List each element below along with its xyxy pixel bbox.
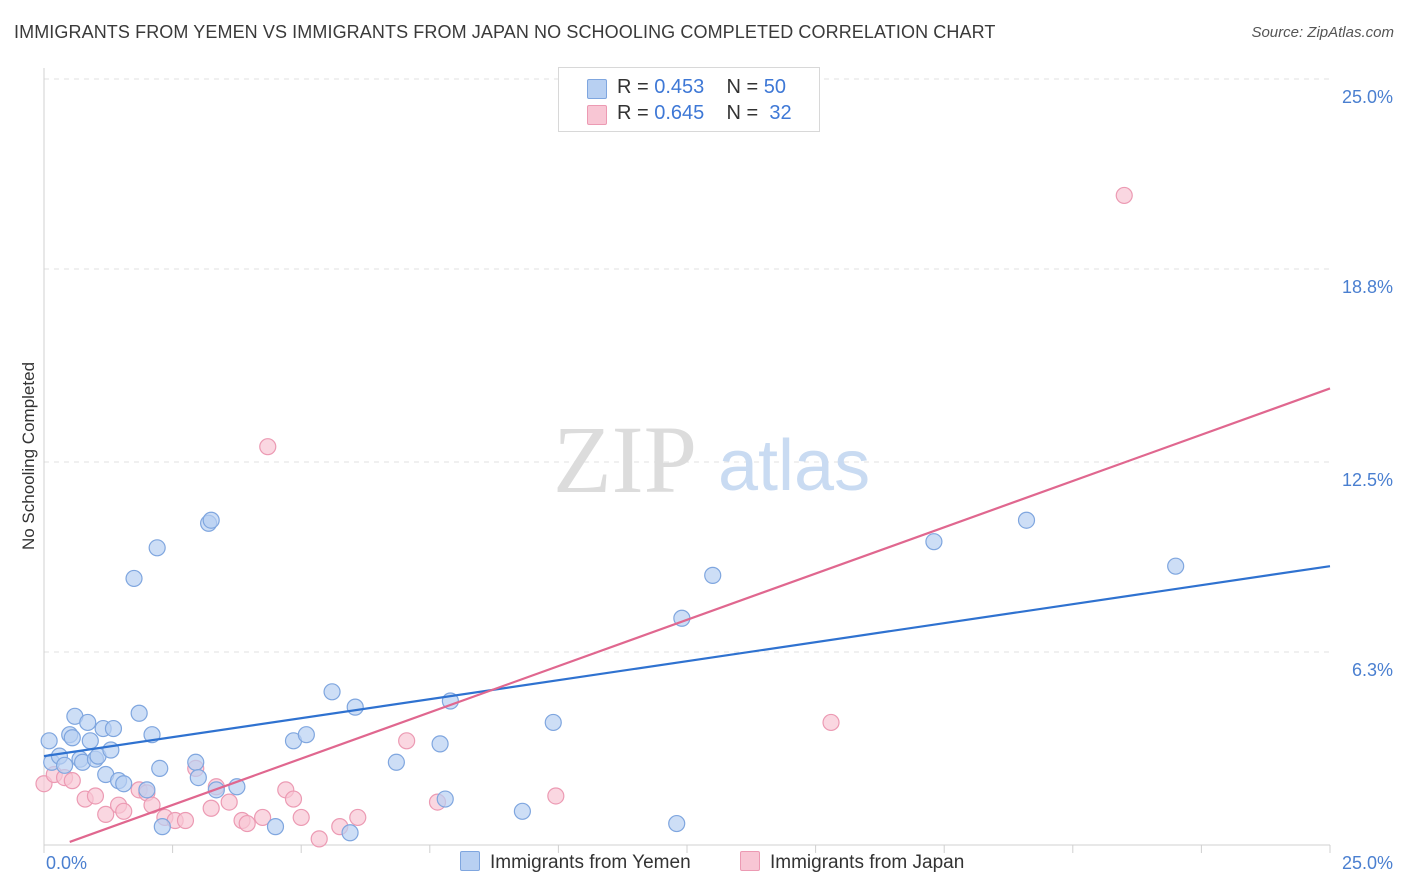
yemen-point-47[interactable] bbox=[925, 533, 943, 551]
y-tick-label-2: 18.8% bbox=[1342, 277, 1393, 297]
legend-yemen-n-label: N = bbox=[726, 76, 759, 98]
gridlines bbox=[44, 78, 1330, 653]
axes bbox=[43, 68, 1331, 853]
yemen-point-21[interactable] bbox=[138, 781, 156, 799]
yemen-point-38[interactable] bbox=[387, 753, 405, 771]
watermark: ZIP atlas bbox=[553, 406, 870, 513]
bottom-legend-japan[interactable]: Immigrants from Japan bbox=[740, 851, 964, 874]
yemen-point-40[interactable] bbox=[436, 790, 454, 808]
legend-japan-n-label: N = bbox=[726, 102, 759, 124]
yemen-point-48[interactable] bbox=[1017, 511, 1036, 529]
japan-point-16[interactable] bbox=[202, 799, 220, 817]
japan-point-26[interactable] bbox=[310, 830, 328, 848]
bottom-legend-yemen[interactable]: Immigrants from Yemen bbox=[460, 851, 691, 874]
japan-point-29[interactable] bbox=[398, 732, 416, 750]
japan-point-14[interactable] bbox=[176, 811, 195, 830]
yemen-point-5[interactable] bbox=[63, 729, 81, 747]
bottom-legend-swatch-yemen bbox=[460, 851, 480, 871]
japan-point-18[interactable] bbox=[220, 793, 238, 811]
yemen-point-32[interactable] bbox=[266, 818, 285, 836]
japan-point-22[interactable] bbox=[259, 438, 277, 456]
legend-japan-r-label: R = bbox=[617, 102, 649, 124]
yemen-point-10[interactable] bbox=[81, 732, 99, 750]
yemen-point-37[interactable] bbox=[346, 698, 364, 716]
yemen-point-43[interactable] bbox=[544, 713, 562, 732]
legend-yemen-r-value: 0.453 bbox=[654, 76, 705, 98]
legend-yemen-r-label: R = bbox=[617, 76, 649, 98]
japan-point-8[interactable] bbox=[115, 802, 133, 820]
japan-point-21[interactable] bbox=[254, 808, 272, 827]
japan-points bbox=[35, 186, 1133, 848]
legend: R = 0.453 N = 50 R = 0.645 N = 32 bbox=[558, 67, 820, 132]
source-label[interactable]: Source: ZipAtlas.com bbox=[1251, 24, 1394, 41]
yemen-point-39[interactable] bbox=[431, 735, 449, 753]
yemen-point-26[interactable] bbox=[187, 753, 205, 771]
y-axis-label: No Schooling Completed bbox=[19, 362, 38, 550]
legend-yemen-n-value: 50 bbox=[763, 76, 787, 98]
yemen-point-9[interactable] bbox=[79, 713, 97, 732]
yemen-point-25[interactable] bbox=[153, 818, 171, 836]
yemen-point-0[interactable] bbox=[40, 732, 58, 750]
yemen-point-23[interactable] bbox=[148, 539, 166, 557]
yemen-point-27[interactable] bbox=[189, 768, 207, 787]
bottom-legend-yemen-label: Immigrants from Yemen bbox=[490, 852, 691, 873]
japan-trend-line bbox=[69, 387, 1331, 843]
japan-point-6[interactable] bbox=[97, 805, 115, 823]
japan-point-32[interactable] bbox=[822, 713, 840, 732]
yemen-points bbox=[40, 511, 1185, 842]
japan-point-24[interactable] bbox=[284, 790, 303, 808]
yemen-trend-line bbox=[43, 565, 1331, 758]
yemen-point-46[interactable] bbox=[704, 566, 722, 584]
yemen-point-16[interactable] bbox=[104, 719, 123, 738]
y-tick-labels: 6.3% 12.5% 18.8% 25.0% bbox=[1342, 87, 1393, 680]
japan-point-33[interactable] bbox=[1115, 186, 1133, 205]
yemen-point-29[interactable] bbox=[202, 511, 220, 529]
y-tick-label-3: 25.0% bbox=[1342, 87, 1393, 107]
bottom-legend-japan-label: Immigrants from Japan bbox=[770, 852, 965, 873]
japan-point-20[interactable] bbox=[238, 814, 256, 833]
yemen-point-49[interactable] bbox=[1167, 557, 1185, 575]
bottom-legend-swatch-japan bbox=[740, 851, 760, 871]
yemen-point-36[interactable] bbox=[341, 824, 359, 842]
chart-title: IMMIGRANTS FROM YEMEN VS IMMIGRANTS FROM… bbox=[14, 22, 996, 42]
yemen-point-42[interactable] bbox=[513, 802, 531, 820]
yemen-point-3[interactable] bbox=[55, 756, 74, 774]
x-tick-label-max: 25.0% bbox=[1342, 853, 1393, 873]
japan-point-31[interactable] bbox=[547, 787, 565, 805]
yemen-point-24[interactable] bbox=[151, 759, 169, 778]
yemen-point-19[interactable] bbox=[125, 569, 143, 588]
japan-point-3[interactable] bbox=[63, 772, 81, 790]
legend-swatch-yemen bbox=[587, 79, 607, 99]
yemen-point-34[interactable] bbox=[297, 726, 315, 744]
yemen-point-35[interactable] bbox=[323, 683, 341, 701]
y-tick-label-0: 6.3% bbox=[1352, 660, 1393, 680]
trend-lines bbox=[43, 387, 1331, 843]
watermark-atlas: atlas bbox=[718, 426, 870, 506]
yemen-point-20[interactable] bbox=[130, 704, 148, 722]
legend-swatch-japan bbox=[587, 105, 607, 125]
watermark-zip: ZIP bbox=[553, 406, 697, 513]
yemen-point-18[interactable] bbox=[115, 775, 133, 793]
japan-point-25[interactable] bbox=[292, 808, 310, 827]
legend-japan-r-value: 0.645 bbox=[654, 102, 705, 124]
legend-japan-n-value: 32 bbox=[769, 102, 792, 124]
yemen-point-44[interactable] bbox=[668, 814, 686, 833]
japan-point-28[interactable] bbox=[349, 808, 367, 827]
x-tick-labels: 0.0% 25.0% bbox=[46, 853, 1393, 873]
x-tick-label-min: 0.0% bbox=[46, 853, 87, 873]
japan-point-5[interactable] bbox=[86, 787, 105, 805]
y-tick-label-1: 12.5% bbox=[1342, 470, 1393, 490]
